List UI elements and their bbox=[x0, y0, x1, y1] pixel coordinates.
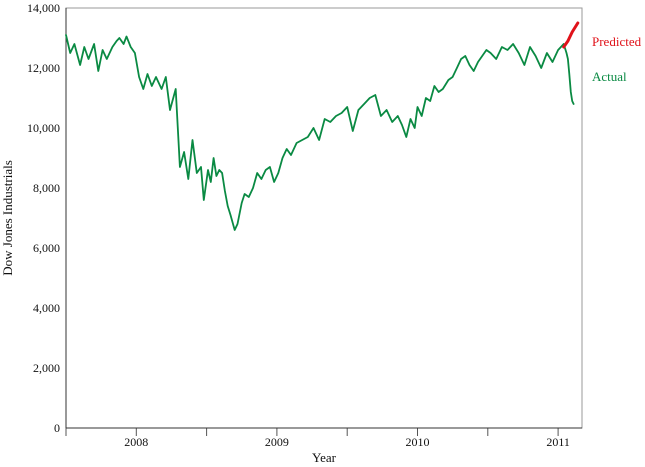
y-tick-label: 14,000 bbox=[27, 1, 60, 15]
y-tick-label: 4,000 bbox=[33, 301, 60, 315]
x-tick-label: 2009 bbox=[265, 435, 289, 449]
legend: Actual Predicted bbox=[592, 34, 642, 84]
x-tick-label: 2011 bbox=[546, 435, 570, 449]
series-lines bbox=[65, 21, 580, 231]
y-axis-title: Dow Jones Industrials bbox=[0, 160, 15, 276]
axes bbox=[65, 7, 583, 436]
y-tick-label: 8,000 bbox=[33, 181, 60, 195]
tick-labels: 0 2,000 4,000 6,000 8,000 10,000 12,000 14,000 2… bbox=[27, 1, 570, 449]
x-tick-label: 2010 bbox=[405, 435, 429, 449]
legend-label-predicted: Predicted bbox=[592, 34, 642, 49]
x-axis-title: Year bbox=[312, 450, 337, 465]
y-tick-label: 12,000 bbox=[27, 61, 60, 75]
plot-area bbox=[65, 7, 583, 429]
y-tick-label: 6,000 bbox=[33, 241, 60, 255]
series-line-actual bbox=[65, 34, 575, 231]
y-tick-label: 10,000 bbox=[27, 121, 60, 135]
series-line-predicted bbox=[562, 21, 580, 49]
x-tick-label: 2008 bbox=[124, 435, 148, 449]
y-tick-label: 0 bbox=[54, 421, 60, 435]
y-tick-label: 2,000 bbox=[33, 361, 60, 375]
legend-label-actual: Actual bbox=[592, 69, 627, 84]
